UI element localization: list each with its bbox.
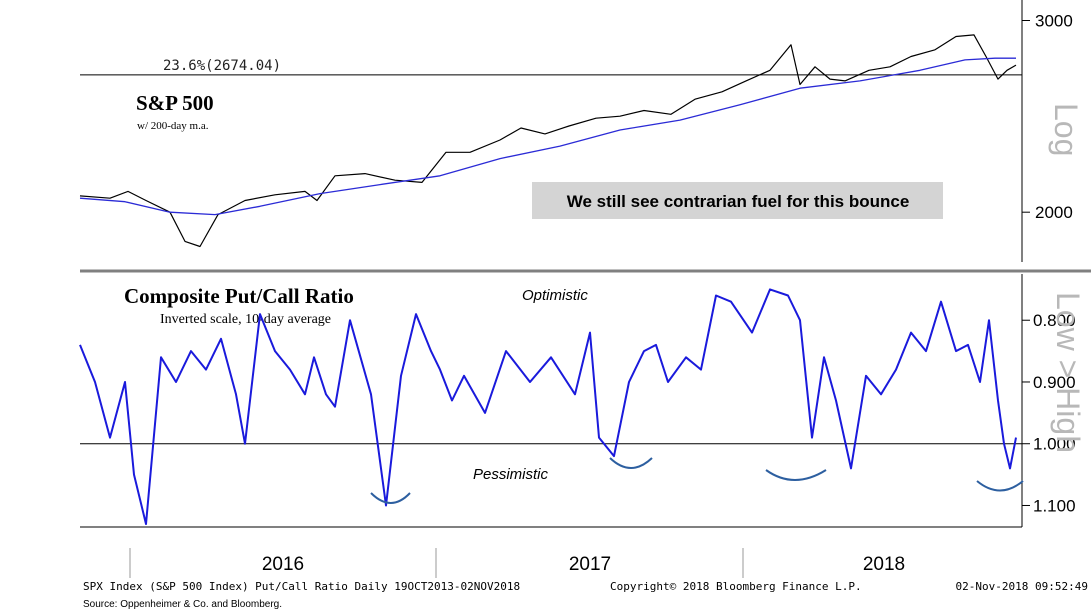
optimistic-label: Optimistic	[522, 287, 588, 304]
bottom-arc-2017	[609, 457, 653, 469]
putcall-tick-3: 1.100	[1033, 496, 1076, 515]
x-tick-2017: 2017	[569, 554, 611, 575]
x-tick-2018: 2018	[863, 554, 905, 575]
sp500-subtitle: w/ 200-day m.a.	[137, 120, 209, 132]
putcall-tick-0: 0.800	[1033, 311, 1076, 330]
putcall-tick-2: 1.000	[1033, 435, 1076, 454]
bottom-arc-2018b	[976, 480, 1024, 492]
bottom-arc-2018a	[765, 469, 827, 481]
sp500-title: S&P 500	[136, 91, 214, 115]
fib-level-label: 23.6%(2674.04)	[163, 58, 281, 74]
footer-source: Source: Oppenheimer & Co. and Bloomberg.	[83, 599, 282, 610]
low-high-label: Low > High	[1050, 292, 1086, 453]
putcall-series-group	[79, 288, 1017, 525]
sp500-tick-0: 3000	[1035, 12, 1073, 31]
sp-series-line-1	[79, 57, 1016, 216]
sp-series-line-0	[79, 34, 1017, 248]
pessimistic-label: Pessimistic	[473, 466, 549, 483]
log-scale-label: Log	[1048, 103, 1084, 156]
sp500-tick-1: 2000	[1035, 203, 1073, 222]
putcall-panel: Composite Put/Call Ratio Inverted scale,…	[79, 274, 1086, 528]
footer-left: SPX Index (S&P 500 Index) Put/Call Ratio…	[83, 580, 520, 593]
putcall-tick-1: 0.900	[1033, 373, 1076, 392]
putcall-subtitle: Inverted scale, 10-day average	[160, 312, 331, 327]
x-axis: 2016 2017 2018	[129, 548, 905, 578]
sp500-series-group	[79, 34, 1017, 248]
footer-right: 02-Nov-2018 09:52:49	[956, 580, 1088, 593]
putcall-ticks: 0.800 0.900 1.000 1.100	[1022, 311, 1076, 515]
annotation-text: We still see contrarian fuel for this bo…	[567, 192, 910, 211]
sp500-panel: 23.6%(2674.04) S&P 500 w/ 200-day m.a. W…	[79, 0, 1091, 273]
footer-center: Copyright© 2018 Bloomberg Finance L.P.	[610, 580, 862, 593]
footer: SPX Index (S&P 500 Index) Put/Call Ratio…	[83, 580, 1088, 610]
putcall-title: Composite Put/Call Ratio	[124, 284, 354, 308]
annotation-box	[532, 182, 943, 219]
bottom-arc-2016	[370, 492, 411, 504]
pc-series-line-0	[79, 288, 1017, 525]
x-tick-2016: 2016	[262, 554, 304, 575]
